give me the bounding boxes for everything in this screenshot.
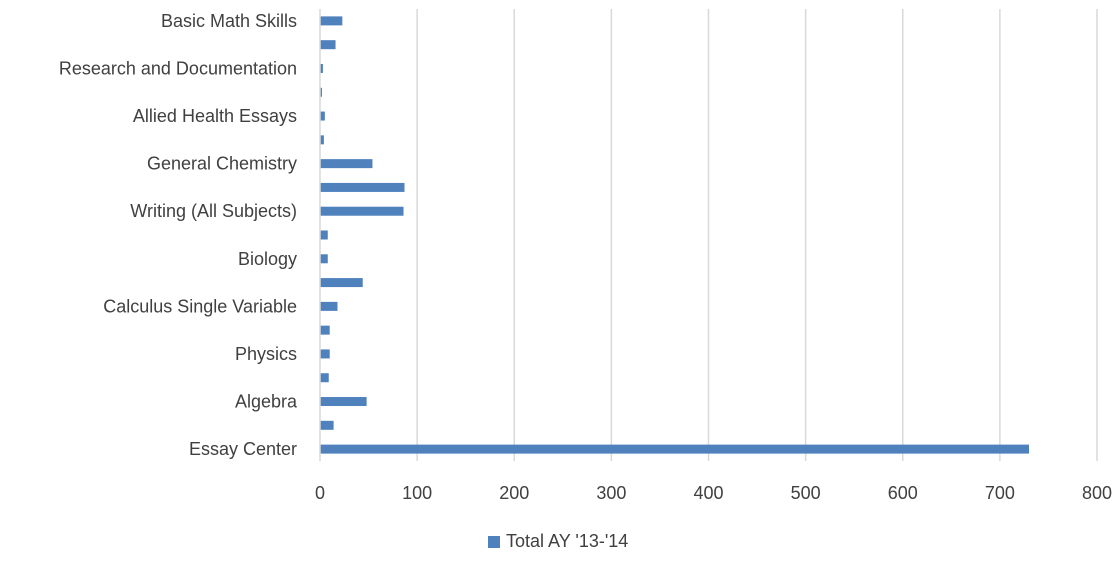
category-label: Basic Math Skills [161,11,297,31]
bar [320,206,404,216]
bar [320,420,334,430]
x-tick-labels: 0 100 200 300 400 500 600 700 800 [315,483,1112,503]
category-label: Research and Documentation [59,58,297,78]
bar [320,278,363,288]
legend: Total AY '13-'14 [488,531,628,551]
x-tick-label: 700 [985,483,1015,503]
bar [320,159,373,169]
bar [320,40,336,50]
legend-label: Total AY '13-'14 [506,531,628,551]
bar [320,111,325,121]
bar [320,230,328,240]
bar [320,16,343,26]
x-tick-label: 800 [1082,483,1112,503]
bar [320,397,367,407]
legend-swatch [488,536,500,548]
category-label: Calculus Single Variable [103,296,297,316]
category-labels: Essay Center Algebra Physics Calculus Singl… [59,11,298,459]
bar [320,349,330,359]
bar [320,87,322,97]
bar [320,325,330,335]
gridlines [416,9,1098,461]
category-label: Physics [235,344,297,364]
bar [320,182,405,192]
x-tick-label: 600 [888,483,918,503]
x-tick-label: 400 [693,483,723,503]
category-label: General Chemistry [147,154,297,174]
category-label: Algebra [235,392,298,412]
bar [320,444,1030,454]
x-tick-label: 100 [402,483,432,503]
bar [320,373,329,383]
bar [320,301,338,311]
x-tick-label: 0 [315,483,325,503]
x-tick-label: 300 [596,483,626,503]
category-label: Essay Center [189,439,297,459]
bar [320,254,328,264]
bar [320,135,324,145]
bar [320,63,323,73]
category-label: Allied Health Essays [133,106,297,126]
x-tick-label: 500 [791,483,821,503]
x-tick-label: 200 [499,483,529,503]
bars [320,16,1030,454]
category-label: Biology [238,249,297,269]
category-label: Writing (All Subjects) [130,201,297,221]
